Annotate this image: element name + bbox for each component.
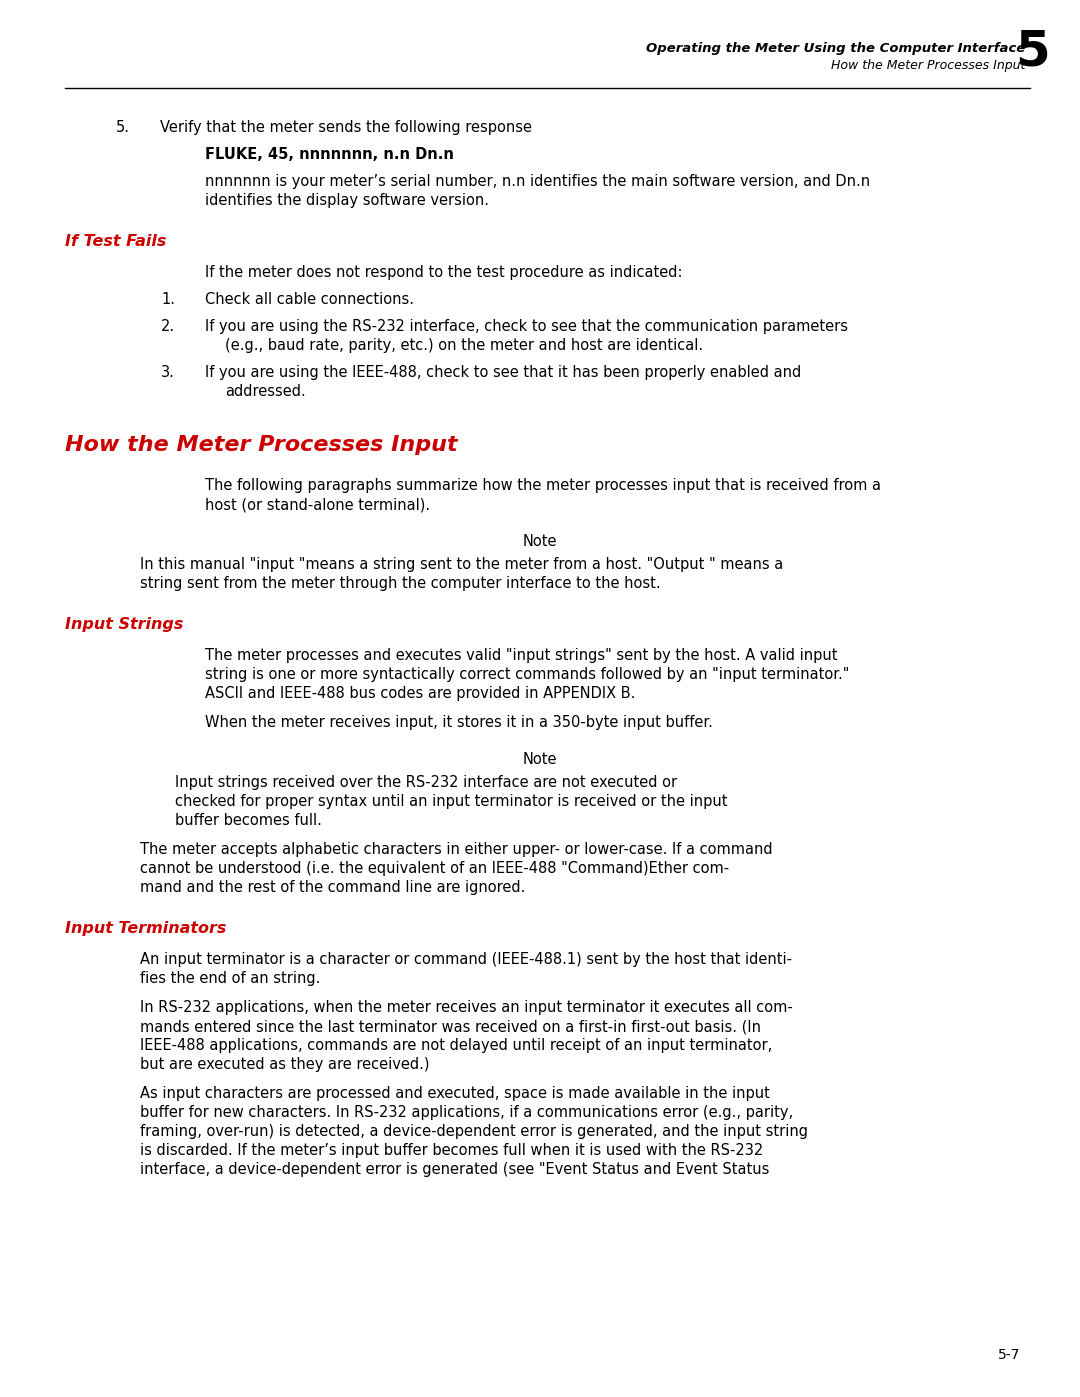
Text: 5-7: 5-7 bbox=[998, 1348, 1020, 1362]
Text: is discarded. If the meter’s input buffer becomes full when it is used with the : is discarded. If the meter’s input buffe… bbox=[140, 1143, 764, 1158]
Text: How the Meter Processes Input: How the Meter Processes Input bbox=[65, 434, 458, 455]
Text: interface, a device-dependent error is generated (see "Event Status and Event St: interface, a device-dependent error is g… bbox=[140, 1162, 769, 1178]
Text: The meter accepts alphabetic characters in either upper- or lower-case. If a com: The meter accepts alphabetic characters … bbox=[140, 842, 772, 856]
Text: framing, over-run) is detected, a device-dependent error is generated, and the i: framing, over-run) is detected, a device… bbox=[140, 1125, 808, 1139]
Text: As input characters are processed and executed, space is made available in the i: As input characters are processed and ex… bbox=[140, 1085, 770, 1101]
Text: checked for proper syntax until an input terminator is received or the input: checked for proper syntax until an input… bbox=[175, 793, 728, 809]
Text: The following paragraphs summarize how the meter processes input that is receive: The following paragraphs summarize how t… bbox=[205, 478, 881, 493]
Text: identifies the display software version.: identifies the display software version. bbox=[205, 193, 489, 208]
Text: Operating the Meter Using the Computer Interface: Operating the Meter Using the Computer I… bbox=[646, 42, 1025, 54]
Text: but are executed as they are received.): but are executed as they are received.) bbox=[140, 1058, 430, 1071]
Text: Check all cable connections.: Check all cable connections. bbox=[205, 292, 414, 307]
Text: fies the end of an string.: fies the end of an string. bbox=[140, 971, 321, 986]
Text: Input Terminators: Input Terminators bbox=[65, 921, 227, 936]
Text: Verify that the meter sends the following response: Verify that the meter sends the followin… bbox=[160, 120, 532, 136]
Text: Note: Note bbox=[523, 752, 557, 767]
Text: 5: 5 bbox=[1015, 27, 1050, 75]
Text: IEEE-488 applications, commands are not delayed until receipt of an input termin: IEEE-488 applications, commands are not … bbox=[140, 1038, 772, 1053]
Text: In RS-232 applications, when the meter receives an input terminator it executes : In RS-232 applications, when the meter r… bbox=[140, 1000, 793, 1016]
Text: FLUKE, 45, nnnnnnn, n.n Dn.n: FLUKE, 45, nnnnnnn, n.n Dn.n bbox=[205, 147, 454, 162]
Text: buffer for new characters. In RS-232 applications, if a communications error (e.: buffer for new characters. In RS-232 app… bbox=[140, 1105, 793, 1120]
Text: mand and the rest of the command line are ignored.: mand and the rest of the command line ar… bbox=[140, 880, 525, 895]
Text: The meter processes and executes valid "input strings" sent by the host. A valid: The meter processes and executes valid "… bbox=[205, 648, 837, 664]
Text: If Test Fails: If Test Fails bbox=[65, 235, 166, 249]
Text: An input terminator is a character or command (IEEE-488.1) sent by the host that: An input terminator is a character or co… bbox=[140, 951, 792, 967]
Text: If the meter does not respond to the test procedure as indicated:: If the meter does not respond to the tes… bbox=[205, 265, 683, 279]
Text: buffer becomes full.: buffer becomes full. bbox=[175, 813, 322, 828]
Text: In this manual "input "means a string sent to the meter from a host. "Output " m: In this manual "input "means a string se… bbox=[140, 557, 783, 571]
Text: If you are using the RS-232 interface, check to see that the communication param: If you are using the RS-232 interface, c… bbox=[205, 319, 848, 334]
Text: (e.g., baud rate, parity, etc.) on the meter and host are identical.: (e.g., baud rate, parity, etc.) on the m… bbox=[225, 338, 703, 353]
Text: Note: Note bbox=[523, 534, 557, 549]
Text: mands entered since the last terminator was received on a first-in first-out bas: mands entered since the last terminator … bbox=[140, 1018, 761, 1034]
Text: nnnnnnn is your meter’s serial number, n.n identifies the main software version,: nnnnnnn is your meter’s serial number, n… bbox=[205, 175, 870, 189]
Text: When the meter receives input, it stores it in a 350-byte input buffer.: When the meter receives input, it stores… bbox=[205, 715, 713, 731]
Text: How the Meter Processes Input: How the Meter Processes Input bbox=[831, 59, 1025, 73]
Text: cannot be understood (i.e. the equivalent of an IEEE-488 "Command)Ether com-: cannot be understood (i.e. the equivalen… bbox=[140, 861, 729, 876]
Text: 5.: 5. bbox=[116, 120, 130, 136]
Text: 1.: 1. bbox=[161, 292, 175, 307]
Text: ASCII and IEEE-488 bus codes are provided in APPENDIX B.: ASCII and IEEE-488 bus codes are provide… bbox=[205, 686, 635, 701]
Text: addressed.: addressed. bbox=[225, 384, 306, 400]
Text: string is one or more syntactically correct commands followed by an "input termi: string is one or more syntactically corr… bbox=[205, 666, 849, 682]
Text: Input Strings: Input Strings bbox=[65, 617, 184, 631]
Text: 3.: 3. bbox=[161, 365, 175, 380]
Text: 2.: 2. bbox=[161, 319, 175, 334]
Text: string sent from the meter through the computer interface to the host.: string sent from the meter through the c… bbox=[140, 576, 661, 591]
Text: Input strings received over the RS-232 interface are not executed or: Input strings received over the RS-232 i… bbox=[175, 775, 677, 789]
Text: If you are using the IEEE-488, check to see that it has been properly enabled an: If you are using the IEEE-488, check to … bbox=[205, 365, 801, 380]
Text: host (or stand-alone terminal).: host (or stand-alone terminal). bbox=[205, 497, 430, 511]
